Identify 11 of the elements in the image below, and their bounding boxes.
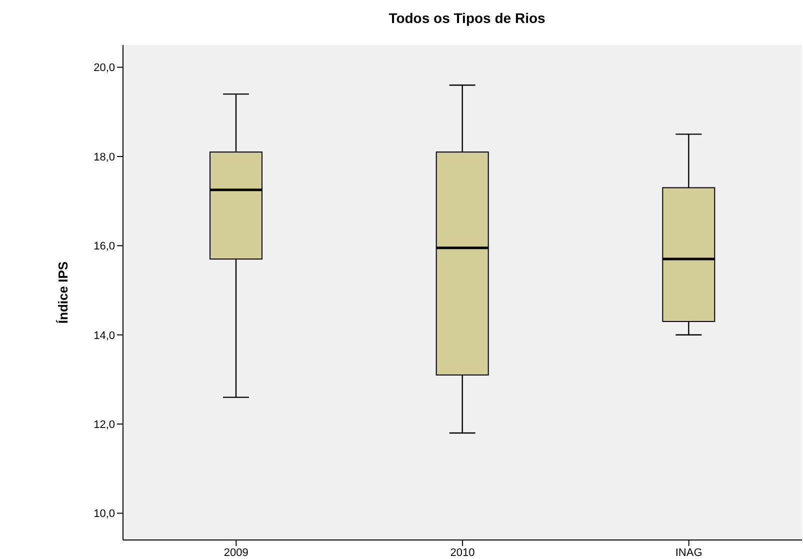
y-tick-label: 20,0: [94, 62, 115, 74]
y-axis-title: Índice IPS: [56, 261, 71, 324]
x-tick-label: 2009: [224, 546, 248, 559]
x-tick-label: INAG: [675, 546, 702, 559]
chart-title: Todos os Tipos de Rios: [388, 10, 546, 26]
y-tick-label: 14,0: [94, 330, 115, 342]
x-tick-label: 2010: [450, 546, 475, 559]
y-tick-label: 16,0: [94, 240, 115, 253]
y-tick-label: 12,0: [94, 418, 115, 431]
y-tick-label: 18,0: [94, 151, 115, 164]
y-tick-label: 10,0: [94, 508, 115, 520]
